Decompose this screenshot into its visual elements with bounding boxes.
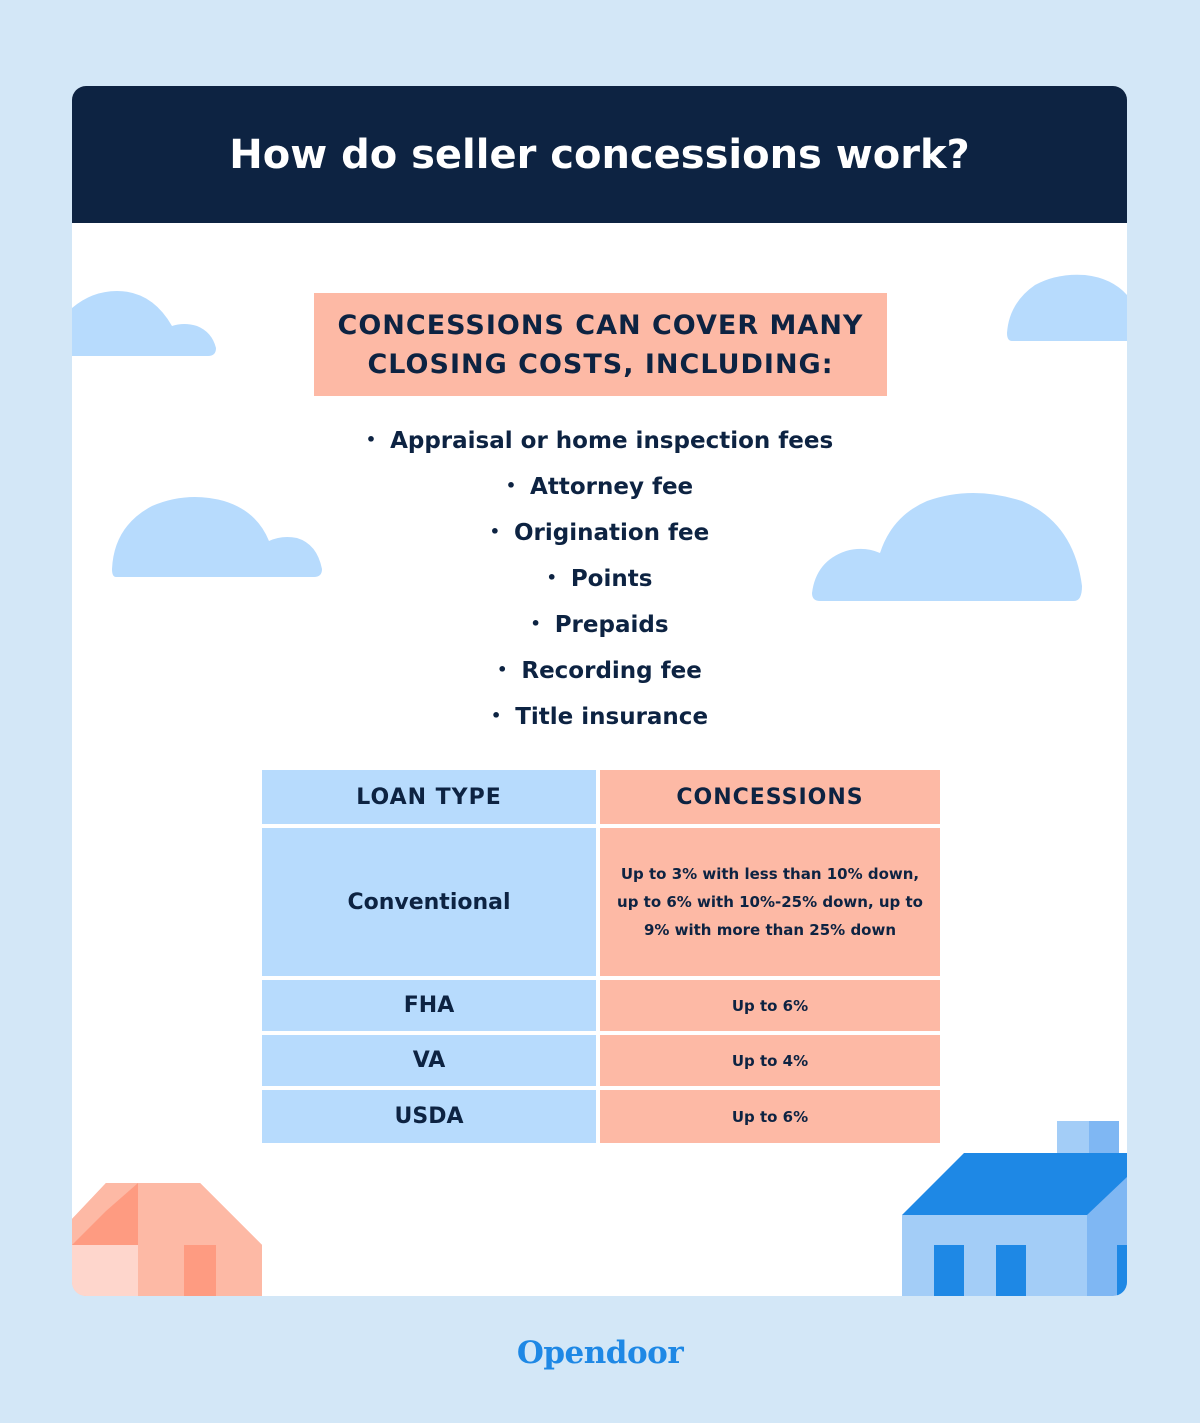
- closing-costs-callout: CONCESSIONS CAN COVER MANY CLOSING COSTS…: [314, 293, 887, 396]
- table-cell-concession: Up to 4%: [600, 1035, 940, 1086]
- list-item: • Recording fee: [72, 647, 1127, 693]
- table-cell-loan-type: FHA: [262, 980, 596, 1031]
- list-item: • Title insurance: [72, 693, 1127, 739]
- cloud-icon: [812, 493, 1082, 601]
- table-cell-loan-type: Conventional: [262, 828, 596, 976]
- bullet-icon: •: [530, 614, 541, 633]
- list-item: • Appraisal or home inspection fees: [72, 417, 1127, 463]
- list-item-text: Title insurance: [515, 704, 709, 730]
- list-item-text: Prepaids: [554, 612, 669, 638]
- list-item: • Points: [72, 555, 1127, 601]
- cloud-icon: [1007, 274, 1127, 341]
- concessions-table: LOAN TYPE CONCESSIONS Conventional Up to…: [262, 770, 940, 1143]
- list-item-text: Origination fee: [513, 520, 710, 546]
- cloud-icon: [112, 497, 322, 577]
- table-cell-loan-type: VA: [262, 1035, 596, 1086]
- bullet-icon: •: [489, 522, 500, 541]
- list-item: • Origination fee: [72, 509, 1127, 555]
- callout-text: CONCESSIONS CAN COVER MANY CLOSING COSTS…: [337, 309, 864, 380]
- list-item: • Prepaids: [72, 601, 1127, 647]
- page-title: How do seller concessions work?: [229, 131, 970, 178]
- list-item: • Attorney fee: [72, 463, 1127, 509]
- table-header-loan-type: LOAN TYPE: [262, 770, 596, 824]
- bullet-icon: •: [497, 660, 508, 679]
- table-cell-loan-type: USDA: [262, 1090, 596, 1143]
- house-icon: [902, 1121, 1127, 1296]
- table-header-concessions: CONCESSIONS: [600, 770, 940, 824]
- table-cell-concession: Up to 6%: [600, 1090, 940, 1143]
- infographic-card: How do seller concessions work? CONCESSI…: [72, 86, 1127, 1296]
- table-cell-concession: Up to 3% with less than 10% down, up to …: [600, 828, 940, 976]
- brand-logo: Opendoor: [516, 1335, 684, 1371]
- list-item-text: Appraisal or home inspection fees: [390, 428, 834, 454]
- bullet-icon: •: [546, 568, 557, 587]
- bullet-icon: •: [505, 476, 517, 495]
- list-item-text: Points: [570, 566, 653, 592]
- cloud-icon: [72, 291, 216, 356]
- closing-costs-list: • Appraisal or home inspection fees • Atto…: [72, 417, 1127, 739]
- house-icon: [72, 1183, 262, 1296]
- header-bar: How do seller concessions work?: [72, 86, 1127, 223]
- table-cell-concession: Up to 6%: [600, 980, 940, 1031]
- list-item-text: Recording fee: [521, 658, 702, 684]
- bullet-icon: •: [490, 706, 502, 725]
- bullet-icon: •: [365, 430, 377, 449]
- list-item-text: Attorney fee: [530, 474, 694, 500]
